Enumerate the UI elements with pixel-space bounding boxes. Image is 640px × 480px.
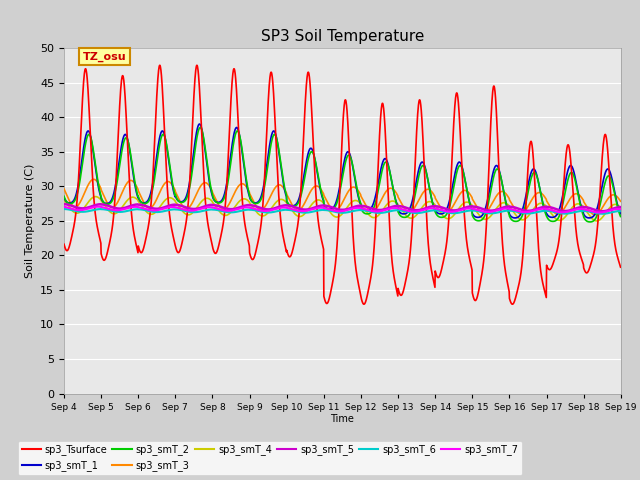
sp3_smT_4 [371, 215, 378, 220]
sp3_smT_5 [215, 204, 223, 209]
sp3_smT_2 [60, 193, 68, 199]
sp3_smT_1 [358, 206, 366, 212]
sp3_Tsurface [60, 241, 68, 247]
sp3_smT_2 [583, 218, 591, 224]
sp3_smT_1 [371, 197, 378, 203]
sp3_smT_3 [568, 194, 575, 200]
sp3_smT_4 [504, 202, 512, 208]
sp3_smT_6 [504, 208, 512, 214]
sp3_smT_2 [358, 208, 366, 214]
sp3_smT_1 [504, 207, 512, 213]
Line: sp3_smT_1: sp3_smT_1 [64, 124, 621, 218]
sp3_smT_6 [60, 206, 68, 212]
sp3_smT_7 [596, 210, 604, 216]
sp3_smT_1 [60, 195, 68, 201]
sp3_smT_2 [371, 203, 378, 208]
sp3_smT_2 [504, 209, 512, 215]
sp3_smT_2 [617, 214, 625, 219]
sp3_smT_5 [60, 201, 68, 207]
sp3_smT_6 [215, 207, 223, 213]
sp3_Tsurface [584, 270, 591, 276]
Text: TZ_osu: TZ_osu [83, 51, 126, 62]
sp3_smT_4 [92, 194, 99, 200]
sp3_smT_4 [216, 209, 223, 215]
sp3_smT_3 [591, 212, 598, 217]
Line: sp3_smT_7: sp3_smT_7 [64, 206, 621, 213]
sp3_smT_4 [617, 204, 625, 210]
sp3_smT_3 [60, 186, 68, 192]
sp3_smT_1 [196, 121, 204, 127]
sp3_Tsurface [358, 300, 366, 305]
Line: sp3_smT_5: sp3_smT_5 [64, 204, 621, 211]
sp3_smT_1 [511, 215, 519, 221]
sp3_smT_6 [568, 210, 575, 216]
sp3_Tsurface [156, 62, 164, 68]
sp3_smT_4 [60, 197, 68, 203]
sp3_smT_5 [358, 203, 366, 209]
sp3_smT_3 [371, 207, 378, 213]
sp3_smT_4 [568, 205, 575, 211]
sp3_smT_6 [617, 208, 625, 214]
sp3_smT_5 [617, 204, 625, 210]
sp3_smT_2 [216, 200, 223, 206]
sp3_smT_6 [598, 211, 606, 216]
sp3_smT_4 [583, 209, 591, 215]
sp3_Tsurface [504, 284, 512, 289]
sp3_smT_5 [598, 208, 606, 214]
sp3_smT_7 [216, 206, 223, 212]
Line: sp3_smT_4: sp3_smT_4 [64, 197, 621, 221]
sp3_smT_4 [358, 204, 366, 209]
sp3_smT_1 [617, 211, 625, 216]
sp3_smT_3 [617, 198, 625, 204]
sp3_smT_3 [358, 196, 366, 202]
sp3_smT_4 [593, 218, 600, 224]
Title: SP3 Soil Temperature: SP3 Soil Temperature [260, 29, 424, 44]
sp3_smT_7 [358, 205, 366, 211]
Line: sp3_Tsurface: sp3_Tsurface [64, 65, 621, 304]
sp3_Tsurface [509, 301, 516, 307]
sp3_smT_7 [504, 206, 512, 212]
sp3_smT_6 [358, 207, 366, 213]
Y-axis label: Soil Temperature (C): Soil Temperature (C) [24, 164, 35, 278]
sp3_Tsurface [617, 264, 625, 270]
sp3_smT_1 [568, 164, 575, 169]
sp3_smT_2 [586, 219, 594, 225]
sp3_Tsurface [371, 237, 378, 243]
sp3_smT_1 [216, 199, 223, 205]
sp3_smT_5 [583, 204, 591, 210]
sp3_Tsurface [568, 172, 575, 178]
sp3_smT_7 [95, 204, 102, 209]
sp3_Tsurface [216, 240, 223, 245]
sp3_smT_3 [583, 204, 591, 210]
Line: sp3_smT_2: sp3_smT_2 [64, 128, 621, 222]
sp3_smT_7 [371, 208, 378, 214]
sp3_smT_3 [504, 194, 512, 200]
sp3_smT_3 [90, 177, 97, 182]
sp3_smT_7 [617, 206, 625, 212]
sp3_smT_7 [583, 207, 591, 213]
sp3_smT_3 [216, 203, 223, 209]
sp3_smT_5 [568, 207, 575, 213]
sp3_smT_7 [60, 204, 68, 210]
Line: sp3_smT_6: sp3_smT_6 [64, 209, 621, 214]
sp3_smT_1 [584, 215, 591, 220]
sp3_smT_5 [371, 206, 378, 212]
sp3_smT_5 [504, 204, 512, 209]
Legend: sp3_Tsurface, sp3_smT_1, sp3_smT_2, sp3_smT_3, sp3_smT_4, sp3_smT_5, sp3_smT_6, : sp3_Tsurface, sp3_smT_1, sp3_smT_2, sp3_… [18, 441, 522, 475]
sp3_smT_2 [568, 169, 575, 175]
sp3_smT_6 [371, 210, 378, 216]
sp3_smT_2 [196, 125, 204, 131]
sp3_smT_6 [583, 208, 591, 214]
sp3_smT_7 [568, 208, 575, 214]
X-axis label: Time: Time [330, 414, 355, 424]
Line: sp3_smT_3: sp3_smT_3 [64, 180, 621, 215]
